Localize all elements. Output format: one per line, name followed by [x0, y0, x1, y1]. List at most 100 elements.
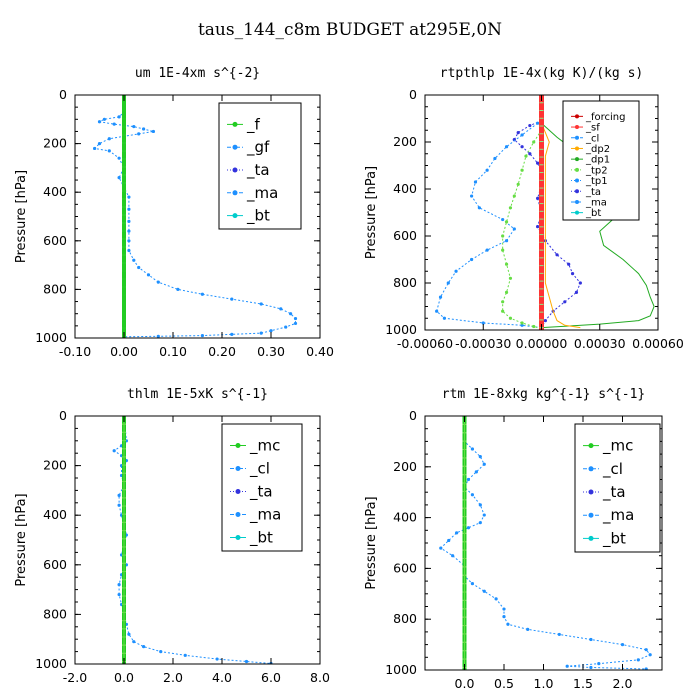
chart-panel-1: um 1E-4xm s^{-2} Pressure [hPa] 0 200 400 600…: [14, 66, 334, 359]
data-point: [470, 194, 474, 198]
y-tick-label: 1000: [35, 656, 67, 671]
x-tick-label: 0.30: [257, 344, 285, 359]
data-point: [455, 531, 459, 535]
legend-label: _forcing: [585, 112, 626, 123]
data-point: [481, 321, 485, 325]
y-tick-label: 400: [393, 181, 417, 196]
data-point: [451, 554, 455, 558]
y-tick-label: 0: [59, 408, 67, 423]
data-point: [127, 632, 131, 636]
data-point: [112, 122, 116, 126]
data-point: [200, 333, 204, 338]
legend-label: _ma: [602, 506, 634, 525]
data-point: [293, 321, 298, 326]
data-point: [508, 316, 513, 320]
legend-marker: [588, 535, 594, 541]
data-point: [501, 217, 505, 222]
legend-label: _bt: [246, 207, 270, 226]
y-axis-label: Pressure [hPa]: [14, 170, 29, 263]
y-axis-label: Pressure [hPa]: [364, 166, 379, 259]
x-tick-label: -2.0: [63, 670, 87, 685]
legend-label: _ta: [249, 483, 273, 502]
data-point: [648, 653, 652, 657]
data-point: [485, 248, 489, 252]
legend-label: _mc: [602, 437, 633, 456]
data-point: [137, 265, 141, 270]
data-point: [478, 521, 482, 525]
y-tick-label: 600: [393, 560, 417, 575]
data-point: [127, 229, 131, 233]
y-tick-label: 200: [393, 134, 417, 149]
data-point: [555, 253, 559, 257]
legend-label: _sf: [585, 123, 600, 134]
data-point: [512, 194, 516, 198]
data-point: [520, 133, 524, 137]
data-point: [485, 168, 489, 172]
legend-marker: [575, 178, 579, 183]
data-point: [230, 332, 234, 336]
x-tick-label: 0.00: [110, 344, 138, 359]
data-point: [293, 316, 298, 321]
chart-panel-2: rtpthlp 1E-4x(kg K)/(kg s) Pressure [hPa]…: [364, 66, 684, 351]
y-tick-label: 0: [409, 87, 417, 102]
legend-marker: [588, 489, 594, 495]
legend-label: _tp1: [585, 176, 608, 187]
y-tick-label: 400: [43, 184, 67, 199]
data-point: [470, 493, 474, 497]
x-tick-label: -0.00060: [397, 336, 453, 351]
data-point: [520, 323, 524, 327]
legend-label: _bt: [585, 208, 601, 219]
data-point: [439, 546, 443, 550]
legend-label: _f: [246, 115, 261, 134]
data-point: [183, 653, 187, 657]
legend-marker: [575, 114, 579, 119]
series-line-tp1: [436, 122, 542, 329]
data-point: [442, 316, 447, 320]
data-point: [520, 321, 524, 325]
data-point: [644, 667, 648, 670]
data-point: [565, 664, 569, 668]
y-tick-label: 200: [43, 458, 67, 473]
legend-label: _ma: [246, 184, 278, 203]
legend-marker: [235, 512, 241, 517]
data-point: [504, 145, 509, 149]
data-point: [117, 503, 121, 507]
data-point: [502, 615, 506, 619]
legend: _forcing_sf_cl_dp2_dp1_tp2_tp1_ta_ma_bt: [562, 100, 640, 221]
data-point: [516, 131, 520, 135]
data-point: [532, 324, 536, 329]
y-tick-label: 200: [393, 459, 417, 474]
data-point: [244, 659, 249, 664]
data-point: [156, 334, 160, 338]
legend-marker: [575, 135, 579, 140]
data-point: [259, 331, 263, 335]
data-point: [528, 152, 532, 156]
legend-label: _cl: [249, 460, 270, 479]
data-point: [508, 276, 513, 280]
y-tick-label: 800: [393, 611, 417, 626]
data-point: [501, 234, 505, 238]
y-tick-label: 600: [393, 228, 417, 243]
x-tick-label: -0.10: [59, 344, 91, 359]
legend-label: _cl: [602, 460, 623, 479]
data-point: [132, 258, 136, 262]
y-tick-label: 800: [43, 606, 67, 621]
data-point: [156, 280, 160, 284]
data-point: [501, 300, 505, 304]
x-tick-label: -0.00030: [455, 336, 511, 351]
data-point: [578, 281, 582, 285]
data-point: [127, 248, 131, 253]
data-point: [501, 248, 505, 252]
data-point: [478, 455, 482, 459]
data-point: [279, 307, 283, 311]
data-point: [142, 645, 146, 649]
data-point: [454, 269, 458, 273]
x-tick-label: 1.5: [573, 676, 593, 691]
x-tick-label: 0.40: [306, 344, 334, 359]
legend-marker: [588, 443, 594, 449]
data-point: [127, 219, 131, 223]
legend-label: _ma: [249, 506, 281, 525]
data-point: [502, 607, 506, 611]
data-point: [482, 513, 486, 517]
